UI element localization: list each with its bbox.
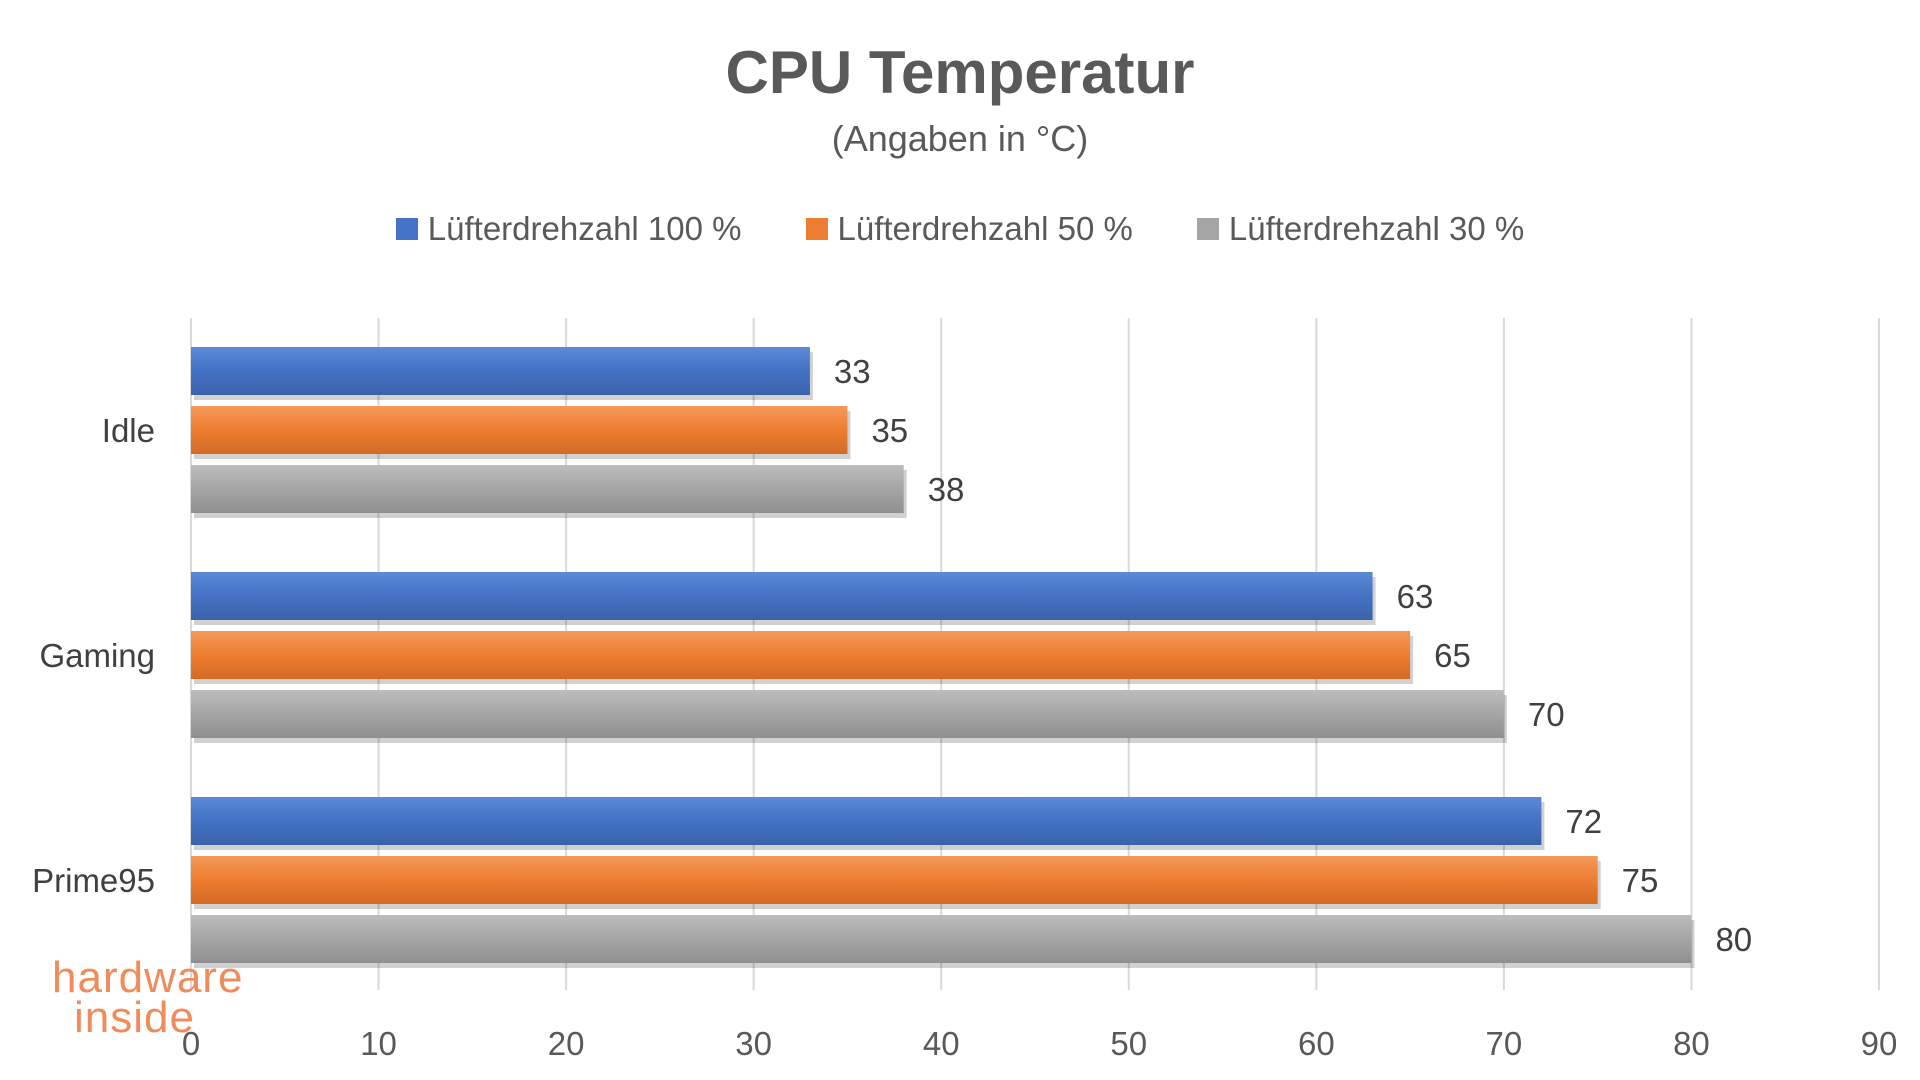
legend-label-series-3: Lüfterdrehzahl 30 % (1228, 210, 1525, 247)
data-label-s2-c2: 80 (1715, 921, 1752, 958)
legend-item-series-3: Lüfterdrehzahl 30 % (1196, 210, 1525, 248)
x-tick-label-0: 0 (182, 1025, 200, 1062)
bar-s2-c1 (191, 690, 1504, 738)
category-label-2: Prime95 (32, 862, 155, 899)
data-label-s1-c2: 75 (1622, 862, 1659, 899)
legend: Lüfterdrehzahl 100 % Lüfterdrehzahl 50 %… (0, 210, 1920, 248)
x-tick-label-90: 90 (1861, 1025, 1898, 1062)
data-label-s0-c2: 72 (1565, 803, 1602, 840)
data-label-s0-c1: 63 (1397, 578, 1434, 615)
bar-s2-c2 (191, 915, 1692, 963)
bar-s1-c2 (191, 856, 1598, 904)
logo-line-1: hardware (52, 953, 244, 1002)
legend-item-series-2: Lüfterdrehzahl 50 % (805, 210, 1133, 248)
data-label-s1-c0: 35 (871, 412, 908, 449)
data-label-s1-c1: 65 (1434, 637, 1471, 674)
legend-swatch-series-3 (1196, 218, 1219, 240)
chart-subtitle: (Angaben in °C) (831, 118, 1089, 159)
legend-label-series-2: Lüfterdrehzahl 50 % (837, 210, 1133, 247)
data-labels: 33 63 72 35 65 75 38 70 80 (834, 353, 1752, 958)
x-tick-label-50: 50 (1110, 1025, 1147, 1062)
x-tick-label-80: 80 (1673, 1025, 1710, 1062)
legend-item-series-1: Lüfterdrehzahl 100 % (395, 210, 742, 248)
x-tick-label-10: 10 (360, 1025, 397, 1062)
logo-line-2: inside (74, 993, 195, 1042)
bar-s0-c0 (191, 347, 810, 395)
chart-title: CPU Temperatur (725, 39, 1195, 106)
axis-labels: 0 10 20 30 40 50 60 70 80 90 Idle Gaming Prime95 (32, 412, 1897, 1062)
x-tick-label-30: 30 (735, 1025, 772, 1062)
data-label-s2-c0: 38 (928, 471, 965, 508)
bar-s2-c0 (191, 465, 904, 513)
category-label-1: Gaming (39, 637, 155, 674)
legend-swatch-series-1 (395, 218, 418, 240)
bars (191, 347, 1695, 968)
x-tick-label-70: 70 (1486, 1025, 1523, 1062)
legend-swatch-series-2 (805, 218, 828, 240)
legend-label-series-1: Lüfterdrehzahl 100 % (427, 210, 742, 247)
data-label-s0-c0: 33 (834, 353, 871, 390)
x-tick-label-40: 40 (923, 1025, 960, 1062)
hardware-inside-logo: hardware inside (52, 953, 244, 1042)
bar-s0-c1 (191, 572, 1373, 620)
bar-s0-c2 (191, 797, 1542, 845)
data-label-s2-c1: 70 (1528, 696, 1565, 733)
x-tick-label-60: 60 (1298, 1025, 1335, 1062)
bar-s1-c0 (191, 406, 848, 454)
bar-s1-c1 (191, 631, 1411, 679)
x-tick-label-20: 20 (548, 1025, 585, 1062)
category-label-0: Idle (102, 412, 155, 449)
